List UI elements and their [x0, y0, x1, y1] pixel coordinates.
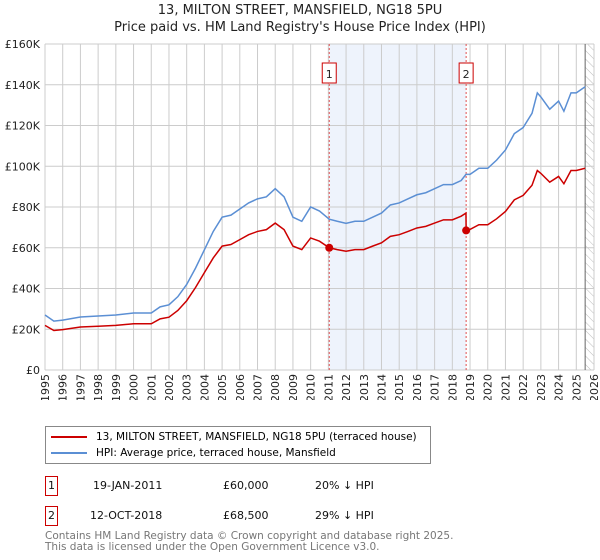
transaction-date: 12-OCT-2018: [90, 509, 163, 522]
transaction-hpi: 20% ↓ HPI: [315, 479, 374, 492]
chart-title: 13, MILTON STREET, MANSFIELD, NG18 5PU: [157, 3, 443, 18]
x-tick-label: 2013: [358, 374, 371, 400]
x-tick-label: 2023: [535, 374, 548, 400]
x-tick-label: 1995: [39, 374, 52, 400]
x-tick-label: 2022: [517, 374, 530, 400]
x-tick-label: 2019: [464, 374, 477, 400]
x-tick-label: 2011: [322, 374, 335, 400]
chart-subtitle: Price paid vs. HM Land Registry's House …: [114, 20, 486, 35]
x-tick-label: 2026: [588, 374, 600, 400]
y-tick-label: £20K: [12, 323, 41, 336]
legend-label-hpi: HPI: Average price, terraced house, Mans…: [96, 447, 336, 459]
transaction-badge: 1: [45, 476, 58, 496]
x-tick-label: 2005: [216, 374, 229, 400]
x-tick-label: 1998: [92, 374, 105, 400]
transaction-hpi: 29% ↓ HPI: [315, 509, 374, 522]
transaction-price: £68,500: [223, 509, 269, 522]
y-tick-label: £80K: [12, 201, 41, 214]
footer: Contains HM Land Registry data © Crown c…: [45, 531, 453, 553]
transaction-row: 1 19-JAN-2011 £60,000 20% ↓ HPI: [45, 476, 545, 496]
transaction-row: 2 12-OCT-2018 £68,500 29% ↓ HPI: [45, 506, 545, 526]
footer-line: This data is licensed under the Open Gov…: [45, 541, 380, 553]
x-tick-label: 2021: [499, 374, 512, 400]
x-tick-label: 2017: [429, 374, 442, 400]
x-tick-label: 2025: [570, 374, 583, 400]
x-tick-label: 1999: [110, 374, 123, 400]
transaction-price: £60,000: [223, 479, 269, 492]
x-tick-label: 2015: [393, 374, 406, 400]
legend: 13, MILTON STREET, MANSFIELD, NG18 5PU (…: [45, 426, 431, 464]
y-tick-label: £120K: [5, 120, 41, 133]
series-line-hpi: [44, 86, 586, 322]
sale-point: [325, 243, 334, 252]
x-tick-label: 2012: [340, 374, 353, 400]
x-tick-label: 2024: [553, 374, 566, 400]
x-tick-label: 2008: [269, 374, 282, 400]
transaction-date: 19-JAN-2011: [93, 479, 163, 492]
x-tick-label: 2001: [145, 374, 158, 400]
x-tick-label: 2007: [252, 374, 265, 400]
footer-line: Contains HM Land Registry data © Crown c…: [45, 530, 454, 542]
y-tick-label: £60K: [12, 242, 41, 255]
plot-area: 1995 1996 1997 1998 1999 2000 2001 2002 2003 2004…: [5, 38, 600, 400]
x-tick-label: 1996: [57, 374, 70, 400]
sale-label-box: [321, 62, 337, 84]
sale-label-box: [458, 62, 474, 84]
x-tick-label: 2002: [163, 374, 176, 400]
y-tick-label: £140K: [5, 79, 41, 92]
y-tick-label: £0: [26, 364, 40, 377]
x-tick-label: 2004: [198, 374, 211, 400]
x-tick-label: 2003: [181, 374, 194, 400]
sale-label: 2: [463, 68, 470, 81]
series-line-price-paid: [44, 167, 586, 332]
legend-swatch-price: [51, 436, 87, 438]
x-tick-label: 1997: [74, 374, 87, 400]
y-tick-label: £160K: [5, 38, 41, 51]
x-tick-label: 2014: [375, 374, 388, 400]
sale-label: 1: [326, 68, 333, 81]
x-tick-label: 2020: [482, 374, 495, 400]
x-tick-label: 2009: [287, 374, 300, 400]
sale-point: [462, 226, 471, 235]
transaction-badge: 2: [45, 506, 58, 526]
x-tick-label: 2018: [446, 374, 459, 400]
legend-label-price: 13, MILTON STREET, MANSFIELD, NG18 5PU (…: [96, 431, 417, 443]
x-tick-label: 2000: [128, 374, 141, 400]
x-tick-label: 2010: [305, 374, 318, 400]
y-tick-label: £100K: [5, 160, 41, 173]
x-tick-label: 2006: [234, 374, 247, 400]
legend-swatch-hpi: [51, 452, 87, 454]
x-tick-label: 2016: [411, 374, 424, 400]
y-tick-label: £40K: [12, 283, 41, 296]
